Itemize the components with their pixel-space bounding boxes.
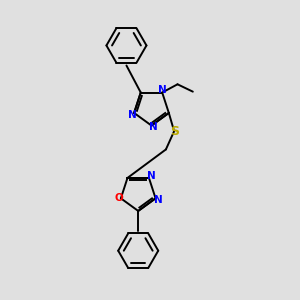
Text: N: N: [147, 171, 156, 181]
Text: N: N: [149, 122, 158, 132]
Text: S: S: [170, 125, 179, 138]
Text: N: N: [128, 110, 137, 120]
Text: N: N: [154, 194, 162, 205]
Text: N: N: [158, 85, 167, 95]
Text: O: O: [114, 193, 123, 203]
